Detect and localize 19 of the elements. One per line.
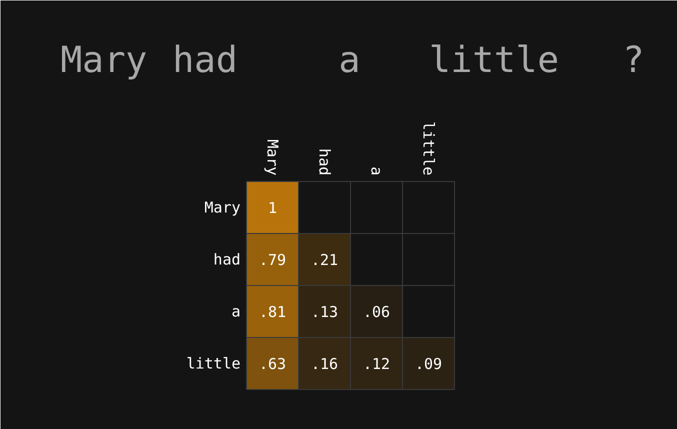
data-label: .79 [258, 251, 286, 269]
y-tick-label: little [186, 354, 241, 372]
data-label: .12 [362, 355, 390, 373]
chart-title: Mary had a little ? [60, 40, 644, 81]
data-label: .81 [258, 303, 286, 321]
y-tick-label: Mary [204, 198, 240, 216]
data-label: 1 [268, 199, 278, 217]
data-label: .21 [310, 251, 338, 269]
data-label: .63 [258, 355, 286, 373]
y-tick-label: had [213, 250, 240, 268]
x-tick-label: a [368, 166, 386, 176]
x-tick-label: Mary [264, 139, 282, 176]
data-label: .13 [310, 303, 338, 321]
data-label: .06 [362, 303, 390, 321]
x-tick-label: had [316, 148, 334, 176]
x-tick-label: little [420, 121, 438, 176]
data-label: .16 [310, 355, 338, 373]
y-tick-label: a [231, 302, 240, 320]
data-label: .09 [414, 355, 442, 373]
